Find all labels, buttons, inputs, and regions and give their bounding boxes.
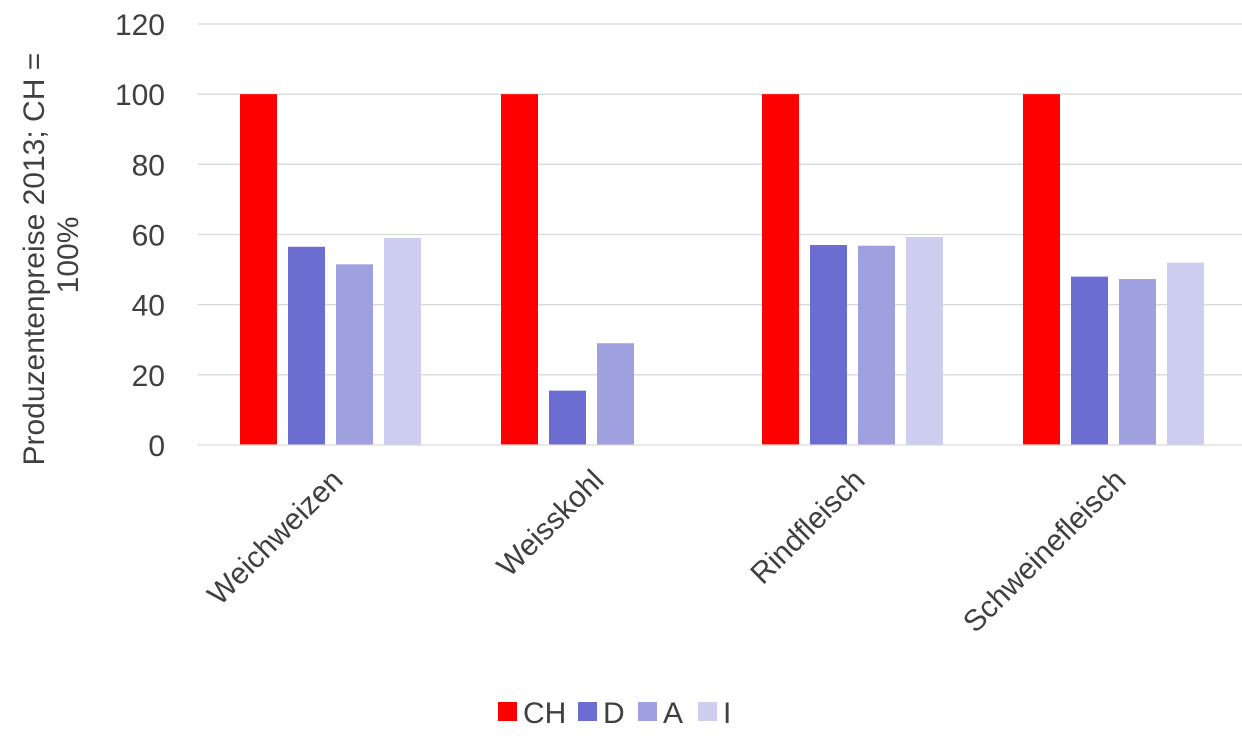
bar-i-weichweizen bbox=[384, 238, 421, 445]
bar-ch-weisskohl bbox=[501, 94, 538, 446]
y-axis-label-line2: 100% bbox=[52, 217, 85, 294]
bar-ch-rindfleisch bbox=[762, 94, 799, 446]
x-tick-label: Weichweizen bbox=[202, 464, 350, 612]
legend: CH D A I bbox=[498, 697, 731, 730]
y-tick-label: 20 bbox=[132, 360, 165, 393]
bar-a-weisskohl bbox=[597, 343, 634, 445]
y-tick-label: 80 bbox=[132, 149, 165, 182]
y-tick-label: 40 bbox=[132, 290, 165, 323]
y-tick-label: 60 bbox=[132, 220, 165, 253]
bar-a-weichweizen bbox=[336, 264, 373, 445]
bar-d-schweinefleisch bbox=[1071, 276, 1108, 445]
legend-label-d: D bbox=[603, 697, 625, 730]
y-axis-label: Produzentenpreise 2013; CH = 100% bbox=[18, 44, 85, 465]
y-tick-label: 100 bbox=[115, 79, 165, 112]
legend-label-i: I bbox=[723, 697, 731, 730]
x-tick-label: Schweinefleisch bbox=[957, 464, 1132, 639]
x-tick-label: Weisskohl bbox=[491, 464, 611, 584]
bar-d-weichweizen bbox=[288, 246, 325, 445]
bar-d-rindfleisch bbox=[810, 245, 847, 445]
bar-a-rindfleisch bbox=[858, 245, 895, 445]
bar-d-weisskohl bbox=[549, 390, 586, 445]
y-tick-label: 120 bbox=[115, 9, 165, 42]
legend-swatch-i bbox=[698, 702, 717, 721]
bars bbox=[240, 94, 1204, 446]
legend-swatch-d bbox=[578, 702, 597, 721]
bar-i-rindfleisch bbox=[906, 236, 943, 445]
bar-ch-schweinefleisch bbox=[1023, 94, 1060, 446]
y-axis-ticks: 0 20 40 60 80 100 120 bbox=[115, 9, 165, 463]
bar-ch-weichweizen bbox=[240, 94, 277, 446]
legend-swatch-a bbox=[638, 702, 657, 721]
legend-swatch-ch bbox=[498, 702, 517, 721]
legend-label-ch: CH bbox=[523, 697, 566, 730]
bar-i-schweinefleisch bbox=[1167, 262, 1204, 445]
x-axis-labels: Weichweizen Weisskohl Rindfleisch Schweinef… bbox=[202, 464, 1133, 639]
bar-a-schweinefleisch bbox=[1119, 279, 1156, 445]
y-axis-label-line1: Produzentenpreise 2013; CH = bbox=[18, 53, 51, 466]
y-tick-label: 0 bbox=[148, 430, 165, 463]
legend-label-a: A bbox=[663, 697, 683, 730]
x-tick-label: Rindfleisch bbox=[744, 464, 871, 591]
